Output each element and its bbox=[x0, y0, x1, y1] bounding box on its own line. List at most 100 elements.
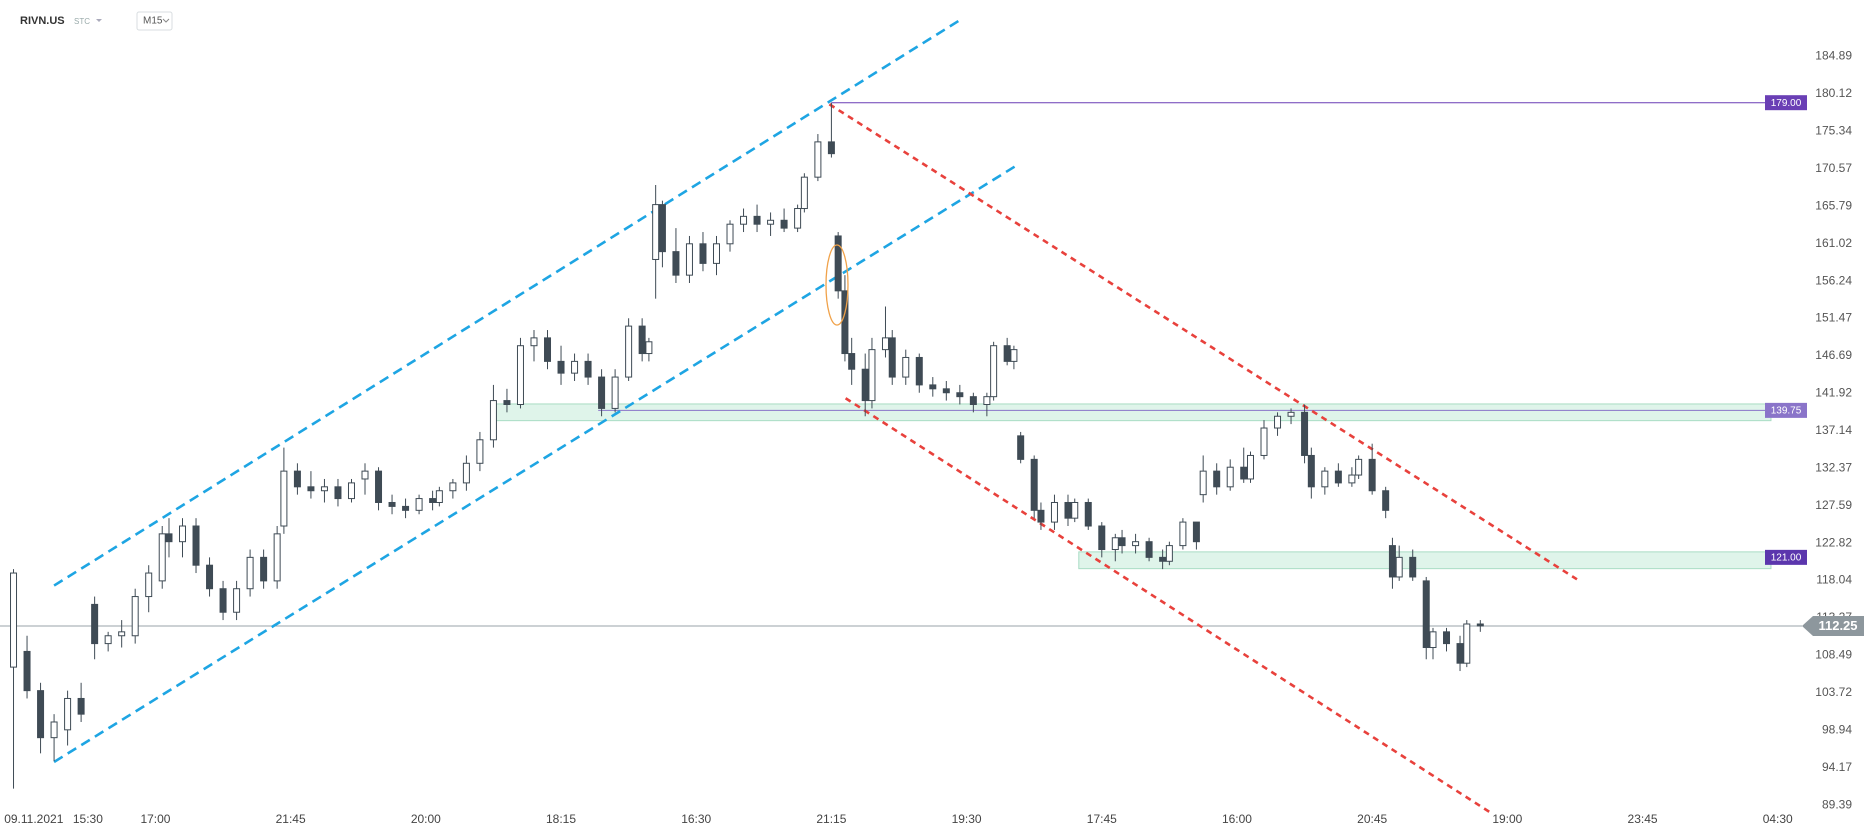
level-label: 179.00 bbox=[1771, 98, 1802, 109]
x-tick-label: 20:45 bbox=[1357, 812, 1387, 826]
y-tick-label: 175.34 bbox=[1815, 124, 1852, 138]
candle-body bbox=[1476, 623, 1484, 627]
y-tick-label: 161.02 bbox=[1815, 236, 1852, 250]
candle-body bbox=[1098, 525, 1106, 551]
candle-body bbox=[969, 396, 977, 406]
candle-body bbox=[347, 482, 355, 500]
candle-body bbox=[435, 490, 443, 503]
candle-body bbox=[246, 556, 254, 590]
candle-body bbox=[1165, 545, 1173, 562]
candle-body bbox=[307, 486, 315, 492]
candle-body bbox=[1334, 470, 1342, 484]
candle-body bbox=[1409, 556, 1417, 578]
candle-body bbox=[1355, 458, 1363, 476]
candle-body bbox=[598, 376, 606, 409]
candle-body bbox=[638, 325, 646, 355]
x-tick-label: 17:45 bbox=[1087, 812, 1117, 826]
level-label-box bbox=[1765, 95, 1807, 111]
candle-body bbox=[1213, 470, 1221, 488]
candle-body bbox=[1463, 623, 1471, 664]
trendline bbox=[828, 103, 1578, 581]
x-tick-label: 23:45 bbox=[1628, 812, 1658, 826]
candle-body bbox=[834, 235, 842, 292]
candle-body bbox=[990, 345, 998, 398]
level-label-box bbox=[1765, 402, 1807, 418]
current-price-label: 112.25 bbox=[1818, 618, 1857, 633]
x-tick-label: 16:30 bbox=[681, 812, 711, 826]
candle-body bbox=[794, 208, 802, 229]
candle-body bbox=[942, 388, 950, 394]
candle-body bbox=[1118, 537, 1126, 547]
y-tick-label: 108.49 bbox=[1815, 648, 1852, 662]
candle-body bbox=[956, 392, 964, 398]
symbol-title[interactable]: RIVN.US bbox=[20, 15, 65, 27]
candle-body bbox=[104, 635, 112, 645]
y-tick-label: 122.82 bbox=[1815, 535, 1852, 549]
y-tick-label: 118.04 bbox=[1816, 573, 1852, 587]
candle-body bbox=[145, 572, 153, 598]
y-tick-label: 141.92 bbox=[1815, 386, 1852, 400]
candle-body bbox=[361, 470, 369, 480]
candle-body bbox=[64, 697, 72, 731]
x-tick-label: 21:15 bbox=[816, 812, 846, 826]
candle-body bbox=[814, 141, 822, 178]
candle-body bbox=[1145, 541, 1153, 558]
candle-body bbox=[611, 376, 619, 409]
candle-body bbox=[848, 353, 856, 370]
candle-body bbox=[388, 501, 396, 507]
candle-body bbox=[1010, 349, 1018, 362]
candle-body bbox=[1456, 643, 1464, 664]
x-tick-label: 04:30 bbox=[1763, 812, 1793, 826]
candle-body bbox=[740, 215, 748, 225]
candle-body bbox=[726, 223, 734, 245]
x-tick-label: 19:00 bbox=[1492, 812, 1522, 826]
y-tick-label: 156.24 bbox=[1815, 273, 1852, 287]
plot-area bbox=[0, 16, 1802, 814]
candle-body bbox=[1443, 631, 1451, 645]
candle-body bbox=[800, 176, 808, 210]
candle-body bbox=[1111, 537, 1119, 551]
candle-body bbox=[571, 360, 579, 374]
y-tick-label: 103.72 bbox=[1815, 685, 1852, 699]
candle-body bbox=[658, 204, 666, 253]
interval-box[interactable] bbox=[136, 11, 173, 31]
support-zone bbox=[490, 403, 1772, 422]
interval-caret[interactable] bbox=[162, 18, 170, 23]
y-tick-label: 165.79 bbox=[1815, 198, 1852, 212]
candle-body bbox=[165, 533, 173, 543]
x-tick-label: 21:45 bbox=[276, 812, 306, 826]
candle-body bbox=[1226, 466, 1234, 488]
level-label-box bbox=[1765, 549, 1807, 565]
y-tick-label: 132.37 bbox=[1815, 460, 1852, 474]
candle-body bbox=[584, 360, 592, 378]
candle-body bbox=[77, 697, 85, 715]
candle-body bbox=[476, 439, 484, 464]
symbol-caret[interactable] bbox=[96, 19, 102, 22]
candle-body bbox=[1422, 580, 1430, 649]
trendline bbox=[53, 16, 964, 587]
candle-body bbox=[516, 345, 524, 405]
trendline bbox=[53, 164, 1018, 764]
x-tick-label: 15:30 bbox=[73, 812, 103, 826]
candle-body bbox=[557, 360, 565, 374]
candle-body bbox=[280, 470, 288, 527]
candle-body bbox=[1301, 411, 1309, 456]
candle-body bbox=[118, 631, 126, 637]
candle-body bbox=[10, 572, 18, 668]
symbol-market: STC bbox=[74, 17, 90, 26]
interval-label[interactable]: M15 bbox=[143, 16, 163, 27]
candle-body bbox=[179, 525, 187, 543]
candle-body bbox=[868, 349, 876, 402]
candle-body bbox=[780, 219, 788, 229]
candle-body bbox=[1395, 556, 1403, 578]
candle-body bbox=[915, 356, 923, 386]
candle-body bbox=[429, 498, 437, 503]
candle-body bbox=[449, 482, 457, 492]
candle-body bbox=[1017, 435, 1025, 460]
candle-body bbox=[699, 243, 707, 264]
y-tick-label: 170.57 bbox=[1815, 161, 1852, 175]
candle-body bbox=[827, 141, 835, 155]
candle-body bbox=[881, 337, 889, 351]
candle-body bbox=[544, 337, 552, 362]
